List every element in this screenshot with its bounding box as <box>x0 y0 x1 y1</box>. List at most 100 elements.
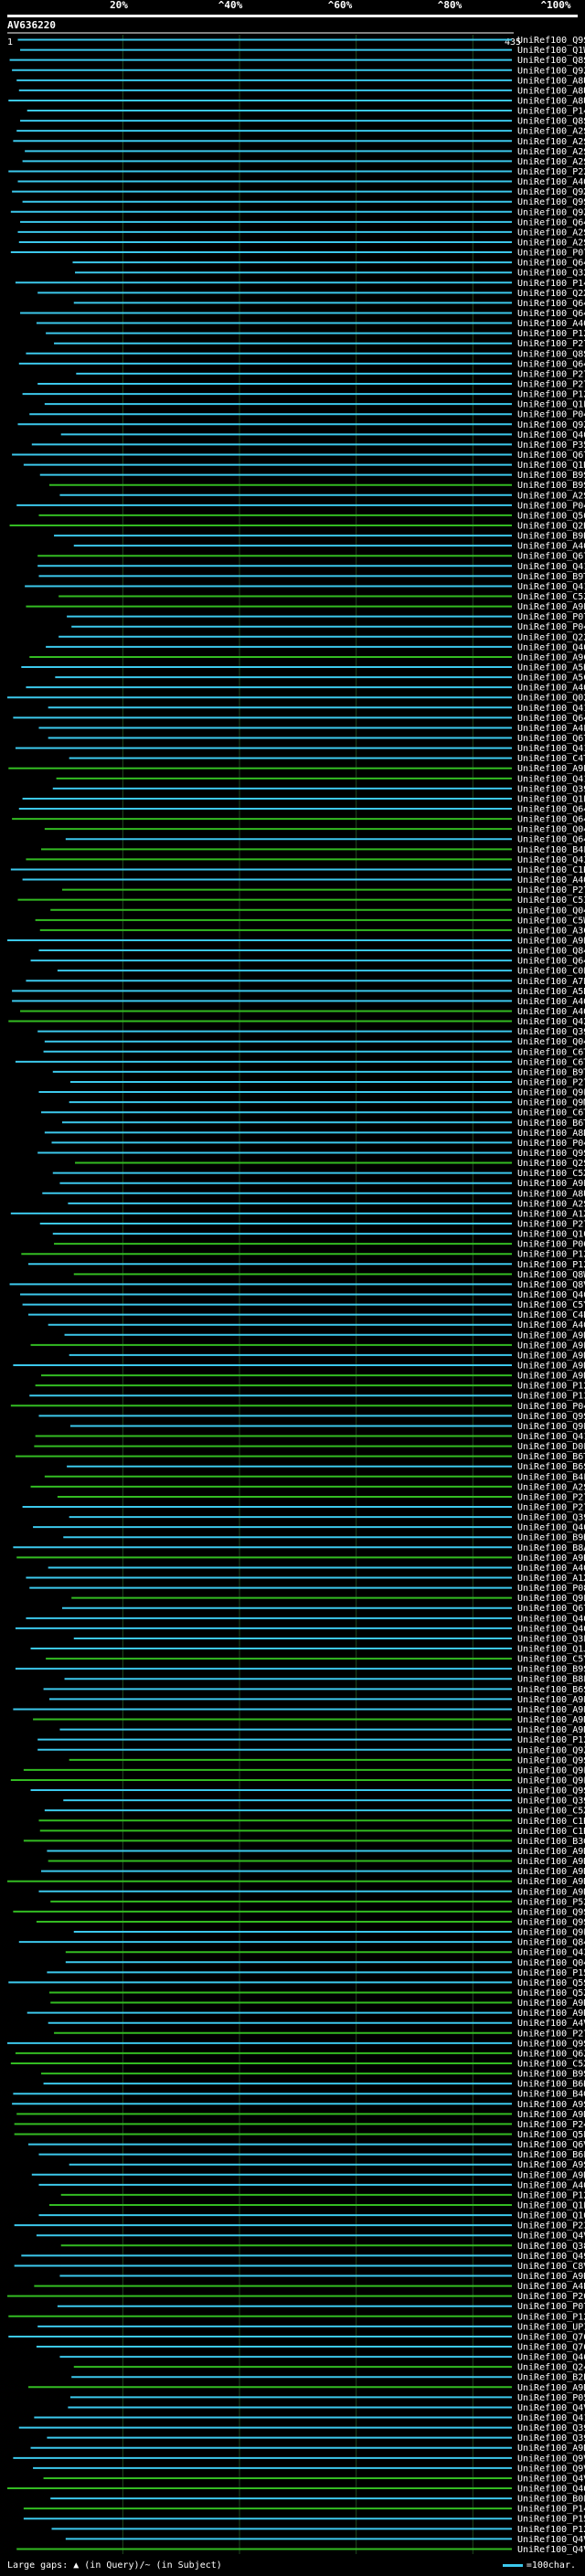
hit-label: UniRef100_A4QPK8 <box>517 542 585 552</box>
hit-label: UniRef100_Q9LCZ4 <box>517 1594 585 1604</box>
hit-label: UniRef100_Q39768 <box>517 784 585 794</box>
hit-label: UniRef100_Q9LKI1 <box>517 1928 585 1938</box>
hit-label: UniRef100_Q41424 <box>517 774 585 784</box>
hit-label: UniRef100_A7PJV3 <box>517 977 585 987</box>
hit-bars <box>7 38 512 2550</box>
hit-label: UniRef100_A4QPL2 <box>517 997 585 1007</box>
axis-end-label: 435 <box>505 37 522 48</box>
hit-label: UniRef100_Q43437 <box>517 1948 585 1958</box>
hit-label: UniRef100_Q04984 <box>517 1958 585 1968</box>
axis-start-label: 1 <box>7 37 14 48</box>
scale-legend-label: =100char. <box>526 2560 576 2571</box>
hit-label: UniRef100_Q765P6 <box>517 2332 585 2342</box>
hit-label: UniRef100_Q1H179 <box>517 461 585 471</box>
hit-label: UniRef100_A8U264 <box>517 86 585 96</box>
hit-label: UniRef100_Q9ZSJ4 <box>517 420 585 430</box>
hit-label: UniRef100_P06671 <box>517 1240 585 1250</box>
hit-label: UniRef100_C0L2S1 <box>517 967 585 977</box>
hit-label: UniRef100_B2BW88 <box>517 2373 585 2383</box>
hit-label: UniRef100_Q64449 <box>517 359 585 369</box>
hit-label: UniRef100_A2SY46 <box>517 1482 585 1492</box>
hit-label: UniRef100_UPI000 <box>517 2322 585 2332</box>
hit-label: UniRef100_Q9ZSJ5 <box>517 66 585 76</box>
hit-label: UniRef100_P14273 <box>517 107 585 117</box>
hit-label: UniRef100_Q1EP45 <box>517 794 585 804</box>
hit-label: UniRef100_Q40961 <box>517 642 585 652</box>
hit-label: UniRef100_A9P382 <box>517 602 585 612</box>
hit-label: UniRef100_Q5PP01 <box>517 2130 585 2140</box>
hit-label: UniRef100_B9SR06 <box>517 2070 585 2080</box>
hit-label: UniRef100_A9NPF9 <box>517 2170 585 2180</box>
hit-label: UniRef100_Q40247 <box>517 430 585 440</box>
hit-label: UniRef100_Q2XTE0 <box>517 289 585 299</box>
hit-label: UniRef100_P04779 <box>517 1139 585 1149</box>
hit-label: UniRef100_B4FQ80 <box>517 1472 585 1482</box>
hit-label: UniRef100_P12470 <box>517 329 585 339</box>
hit-label: UniRef100_Q32496 <box>517 269 585 279</box>
hit-label: UniRef100_C4TLM4 <box>517 754 585 764</box>
hit-label: UniRef100_Q9ZP08 <box>517 1745 585 1755</box>
hit-label: UniRef100_P08221 <box>517 1584 585 1594</box>
hit-label: UniRef100_Q9V8L1 <box>517 2464 585 2474</box>
hit-label: UniRef100_Q9FF86 <box>517 1765 585 1776</box>
hit-label: UniRef100_P20866 <box>517 2292 585 2302</box>
hit-label: UniRef100_A2SY34 <box>517 1199 585 1209</box>
hit-label: UniRef100_Q41421 <box>517 582 585 592</box>
hit-label: UniRef100_P22686 <box>517 167 585 177</box>
hit-label: UniRef100_Q40934 <box>517 1624 585 1634</box>
scale-legend: =100char. <box>502 2559 576 2573</box>
hit-label: UniRef100_A4QPJ3 <box>517 2180 585 2190</box>
hit-label: UniRef100_A3CA04 <box>517 926 585 936</box>
hit-label: UniRef100_B9RN67 <box>517 532 585 542</box>
query-id: AV636220 <box>7 19 56 31</box>
hit-label: UniRef100_Q04687 <box>517 906 585 916</box>
hit-label: UniRef100_Q9SWL4 <box>517 36 585 46</box>
hit-label: UniRef100_Q49812 <box>517 2252 585 2262</box>
hit-label: UniRef100_Q2HL23 <box>517 522 585 532</box>
hit-label: UniRef100_A4QP13 <box>517 1564 585 1574</box>
hit-label: UniRef100_Q1EPK5 <box>517 400 585 410</box>
hit-label: UniRef100_Q84U94 <box>517 947 585 957</box>
hit-label: UniRef100_C1K5D0 <box>517 865 585 875</box>
hit-label: UniRef100_P27496 <box>517 339 585 349</box>
hit-label: UniRef100_A8U3U4 <box>517 1189 585 1199</box>
hit-label: UniRef100_Q04686 <box>517 1037 585 1047</box>
hit-label: UniRef100_A2SY35 <box>517 157 585 167</box>
scale-tick-80: ^80% <box>437 0 463 11</box>
hit-label: UniRef100_B4FUH1 <box>517 845 585 855</box>
hit-label: UniRef100_Q02746 <box>517 694 585 704</box>
hit-label: UniRef100_Q4VS61 <box>517 2545 585 2555</box>
hit-label: UniRef100_B9SF47 <box>517 471 585 481</box>
hit-label: UniRef100_A5K5S6 <box>517 663 585 673</box>
hit-label: UniRef100_B6RNX2 <box>517 2080 585 2090</box>
scale-legend-swatch <box>502 2563 523 2567</box>
hit-label: UniRef100_B9SS22 <box>517 1665 585 1675</box>
hit-label: UniRef100_Q8S300 <box>517 349 585 359</box>
hit-label: UniRef100_Q42793 <box>517 1017 585 1027</box>
hit-label: UniRef100_A9NF21 <box>517 1715 585 1725</box>
hit-label: UniRef100_P12471 <box>517 1735 585 1745</box>
hit-label: UniRef100_A9NL12 <box>517 2009 585 2019</box>
hit-label: UniRef100_Q9LKI0 <box>517 1422 585 1432</box>
hit-label: UniRef100_Q41422 <box>517 704 585 714</box>
hit-label: UniRef100_A2SY47 <box>517 137 585 147</box>
hit-label: UniRef100_A4F3R4 <box>517 724 585 734</box>
hit-label: UniRef100_Q8S37B <box>517 56 585 66</box>
hit-label: UniRef100_Q461R4 <box>517 2353 585 2363</box>
hit-label: UniRef100_C5WTC1 <box>517 916 585 926</box>
hit-label: UniRef100_Q9SVE0 <box>517 1149 585 1159</box>
hit-label: UniRef100_P04777 <box>517 1402 585 1412</box>
hit-label: UniRef100_D0F105 <box>517 1442 585 1452</box>
hit-label: UniRef100_A9NGY0 <box>517 1998 585 2009</box>
hit-label: UniRef100_Q3LFQ5 <box>517 1634 585 1644</box>
hit-label: UniRef100_A9SSM1 <box>517 2160 585 2170</box>
hit-label: UniRef100_A9NFD6 <box>517 1867 585 1877</box>
hit-label: UniRef100_C5X5F4 <box>517 2059 585 2069</box>
hit-label: UniRef100_A9NZL0 <box>517 1351 585 1361</box>
hit-label: UniRef100_A9R7G2 <box>517 2272 585 2282</box>
hit-label: UniRef100_Q39141 <box>517 2423 585 2433</box>
hit-label: UniRef100_P12328 <box>517 1250 585 1260</box>
hit-label: UniRef100_Q4VS60 <box>517 2474 585 2484</box>
hit-label: UniRef100_B9T107 <box>517 572 585 582</box>
hit-label: UniRef100_B3G064 <box>517 1837 585 1847</box>
